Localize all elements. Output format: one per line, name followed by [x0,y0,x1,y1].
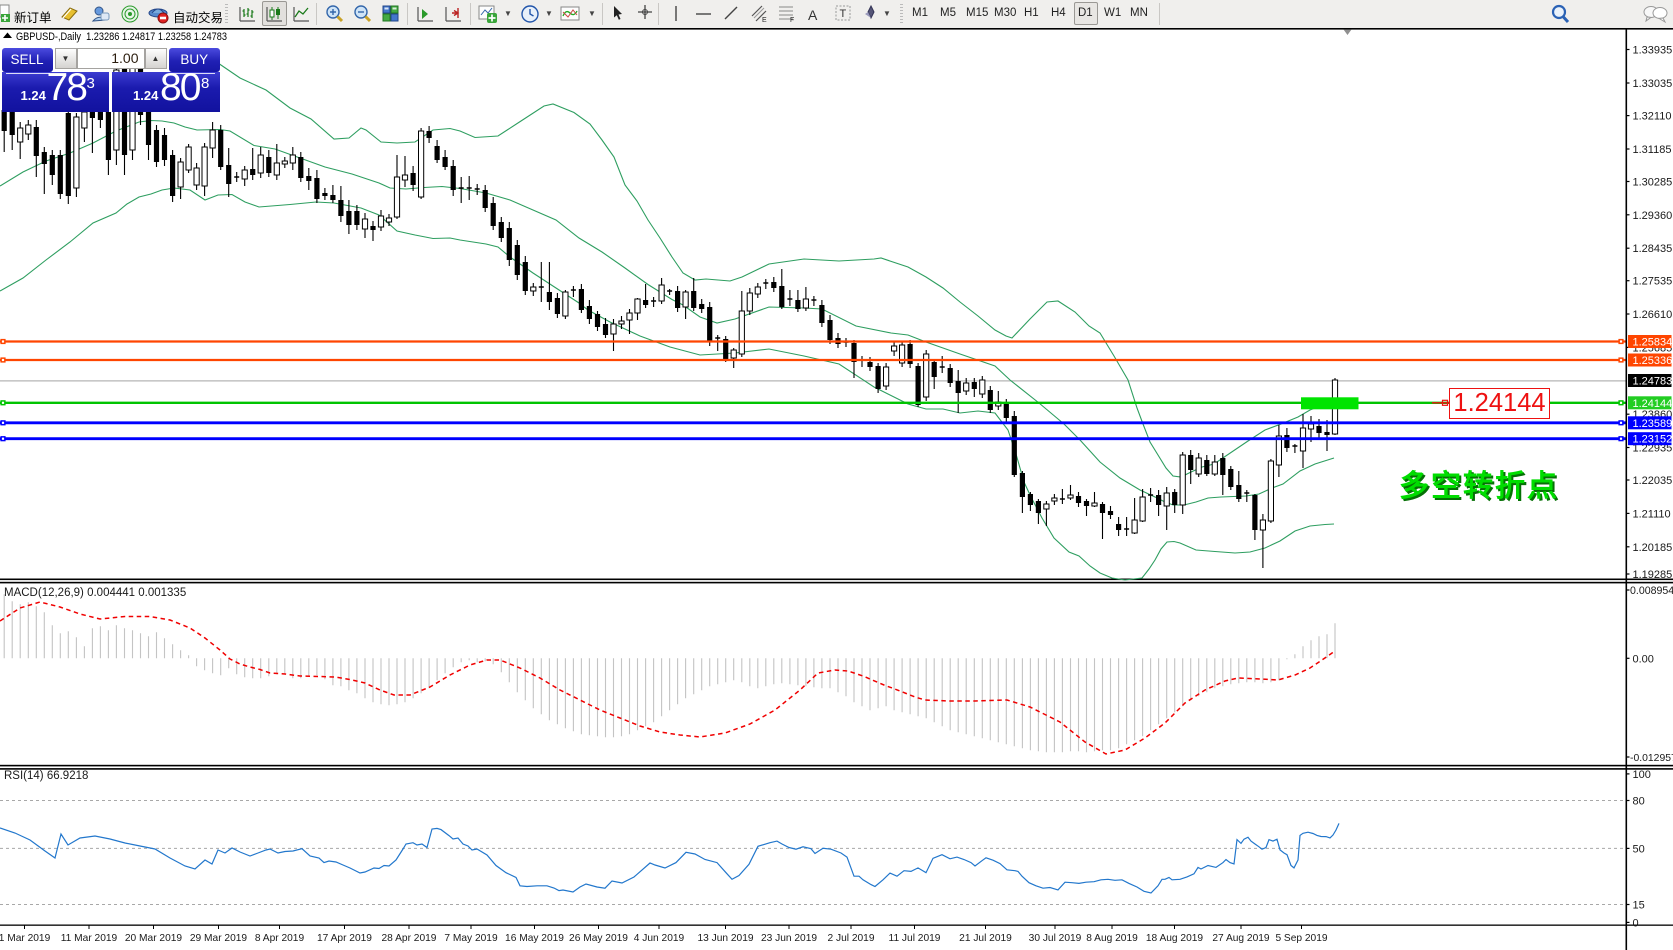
svg-text:11 Mar 2019: 11 Mar 2019 [61,933,118,944]
svg-text:50: 50 [1633,843,1645,855]
svg-text:28 Apr 2019: 28 Apr 2019 [382,933,437,944]
svg-text:1.23152: 1.23152 [1633,434,1673,446]
svg-text:2 Jul 2019: 2 Jul 2019 [827,933,874,944]
svg-text:1.26610: 1.26610 [1633,309,1673,321]
svg-text:7 May 2019: 7 May 2019 [444,933,498,944]
svg-text:5 Sep 2019: 5 Sep 2019 [1275,933,1327,944]
svg-text:21 Jul 2019: 21 Jul 2019 [959,933,1012,944]
svg-text:1.21110: 1.21110 [1633,508,1671,520]
svg-text:1.24144: 1.24144 [1633,398,1673,410]
svg-text:1.27535: 1.27535 [1633,276,1673,288]
svg-text:1.29360: 1.29360 [1633,210,1673,222]
svg-text:1 Mar 2019: 1 Mar 2019 [0,933,51,944]
svg-text:1.22035: 1.22035 [1633,475,1673,487]
svg-text:15: 15 [1633,900,1645,912]
svg-text:1.32110: 1.32110 [1633,111,1672,123]
svg-text:MACD(12,26,9) 0.004441 0.00133: MACD(12,26,9) 0.004441 0.001335 [4,587,186,599]
svg-text:1.22935: 1.22935 [1633,443,1673,455]
svg-text:27 Aug 2019: 27 Aug 2019 [1212,933,1270,944]
svg-text:1.33035: 1.33035 [1633,78,1673,90]
svg-text:1.33935: 1.33935 [1633,45,1673,57]
svg-text:11 Jul 2019: 11 Jul 2019 [889,933,941,944]
svg-text:GBPUSD-,Daily 1.23286 1.24817: GBPUSD-,Daily 1.23286 1.24817 1.23258 1.… [16,31,227,43]
svg-text:16 May 2019: 16 May 2019 [505,933,564,944]
svg-text:E: E [762,17,767,24]
svg-text:1.23589: 1.23589 [1633,418,1673,430]
svg-text:1.19285: 1.19285 [1633,569,1673,581]
svg-text:1.28435: 1.28435 [1633,243,1673,255]
svg-text:T: T [840,8,847,20]
svg-text:8 Aug 2019: 8 Aug 2019 [1086,933,1138,944]
svg-text:RSI(14) 66.9218: RSI(14) 66.9218 [4,770,88,782]
svg-text:1.31185: 1.31185 [1633,144,1672,156]
svg-text:4 Jun 2019: 4 Jun 2019 [634,933,685,944]
svg-text:1.25834: 1.25834 [1633,337,1673,349]
svg-text:-0.012957: -0.012957 [1630,753,1673,764]
svg-text:1.24783: 1.24783 [1633,376,1673,388]
svg-text:100: 100 [1633,769,1651,781]
svg-text:29 Mar 2019: 29 Mar 2019 [190,933,248,944]
svg-text:0.008954: 0.008954 [1630,585,1673,597]
svg-text:1.20185: 1.20185 [1633,542,1673,554]
svg-text:23 Jun 2019: 23 Jun 2019 [761,933,817,944]
svg-text:1.25336: 1.25336 [1633,355,1673,367]
svg-text:8 Apr 2019: 8 Apr 2019 [255,933,305,944]
svg-text:80: 80 [1633,796,1645,808]
svg-text:30 Jul 2019: 30 Jul 2019 [1029,933,1082,944]
svg-text:26 May 2019: 26 May 2019 [569,933,628,944]
svg-text:F: F [790,17,794,24]
svg-text:1.30285: 1.30285 [1633,177,1673,189]
svg-text:13 Jun 2019: 13 Jun 2019 [697,933,753,944]
svg-text:17 Apr 2019: 17 Apr 2019 [317,933,372,944]
svg-text:0.00: 0.00 [1633,653,1654,665]
svg-text:18 Aug 2019: 18 Aug 2019 [1146,933,1204,944]
svg-text:20 Mar 2019: 20 Mar 2019 [125,933,183,944]
svg-text:0: 0 [1633,917,1639,929]
